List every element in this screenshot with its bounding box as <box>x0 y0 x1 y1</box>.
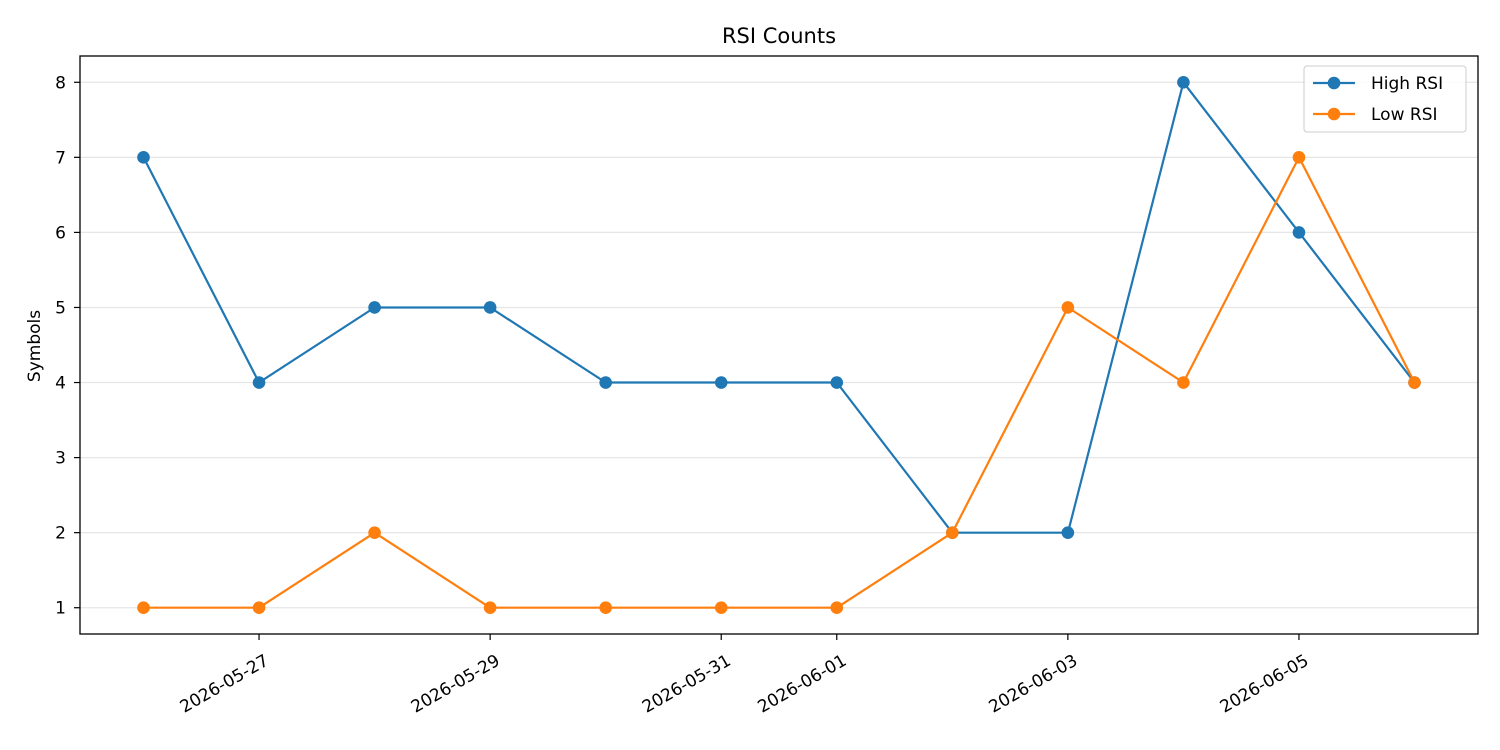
data-point <box>599 376 612 389</box>
y-tick-label: 4 <box>55 374 66 394</box>
legend-marker <box>1327 76 1341 90</box>
y-tick-label: 1 <box>55 599 66 619</box>
data-point <box>714 376 728 389</box>
data-point <box>599 601 612 615</box>
data-point <box>252 376 266 389</box>
x-tick-label: 2026-05-29 <box>408 651 504 718</box>
x-tick-label: 2026-05-27 <box>177 651 273 718</box>
data-point <box>1292 151 1306 164</box>
legend: High RSI Low RSI <box>1303 65 1467 133</box>
data-point <box>483 601 497 615</box>
data-point <box>137 151 150 164</box>
x-tick-label: 2026-06-05 <box>1217 651 1313 718</box>
y-tick-label: 2 <box>55 524 66 544</box>
data-point <box>483 301 497 314</box>
grid-lines <box>80 81 1478 609</box>
legend-label: Low RSI <box>1371 105 1438 125</box>
data-point <box>830 376 844 389</box>
y-axis: 1 2 3 4 5 6 7 8 <box>55 73 80 619</box>
legend-label: High RSI <box>1371 74 1443 94</box>
series-line <box>142 81 1416 534</box>
data-point <box>1061 301 1075 314</box>
data-point <box>1292 226 1306 239</box>
data-point <box>714 601 728 615</box>
series-line <box>143 156 1416 609</box>
data-point <box>368 301 381 314</box>
series-1 <box>137 151 1421 615</box>
x-axis: 2026-05-27 2026-05-29 2026-05-31 2026-06-01… <box>177 634 1312 718</box>
data-point <box>1177 75 1190 89</box>
series-layer <box>137 75 1421 615</box>
data-point <box>252 601 266 615</box>
y-tick-label: 7 <box>55 148 66 168</box>
chart-title: RSI Counts <box>722 24 836 48</box>
data-point <box>946 526 959 539</box>
data-point <box>830 601 844 615</box>
data-point <box>1408 376 1421 389</box>
legend-marker <box>1327 107 1341 121</box>
data-point <box>1061 526 1075 539</box>
x-tick-label: 2026-06-03 <box>986 651 1082 718</box>
data-point <box>137 601 150 615</box>
data-point <box>368 526 381 539</box>
x-tick-label: 2026-05-31 <box>639 651 735 718</box>
y-tick-label: 8 <box>55 73 66 93</box>
y-tick-label: 3 <box>55 449 66 469</box>
plot-frame <box>79 55 1479 635</box>
series-0 <box>137 75 1421 539</box>
data-point <box>1177 376 1190 389</box>
y-axis-label: Symbols <box>25 310 45 382</box>
y-tick-label: 6 <box>55 223 66 243</box>
y-tick-label: 5 <box>55 298 66 318</box>
x-tick-label: 2026-06-01 <box>755 651 851 718</box>
